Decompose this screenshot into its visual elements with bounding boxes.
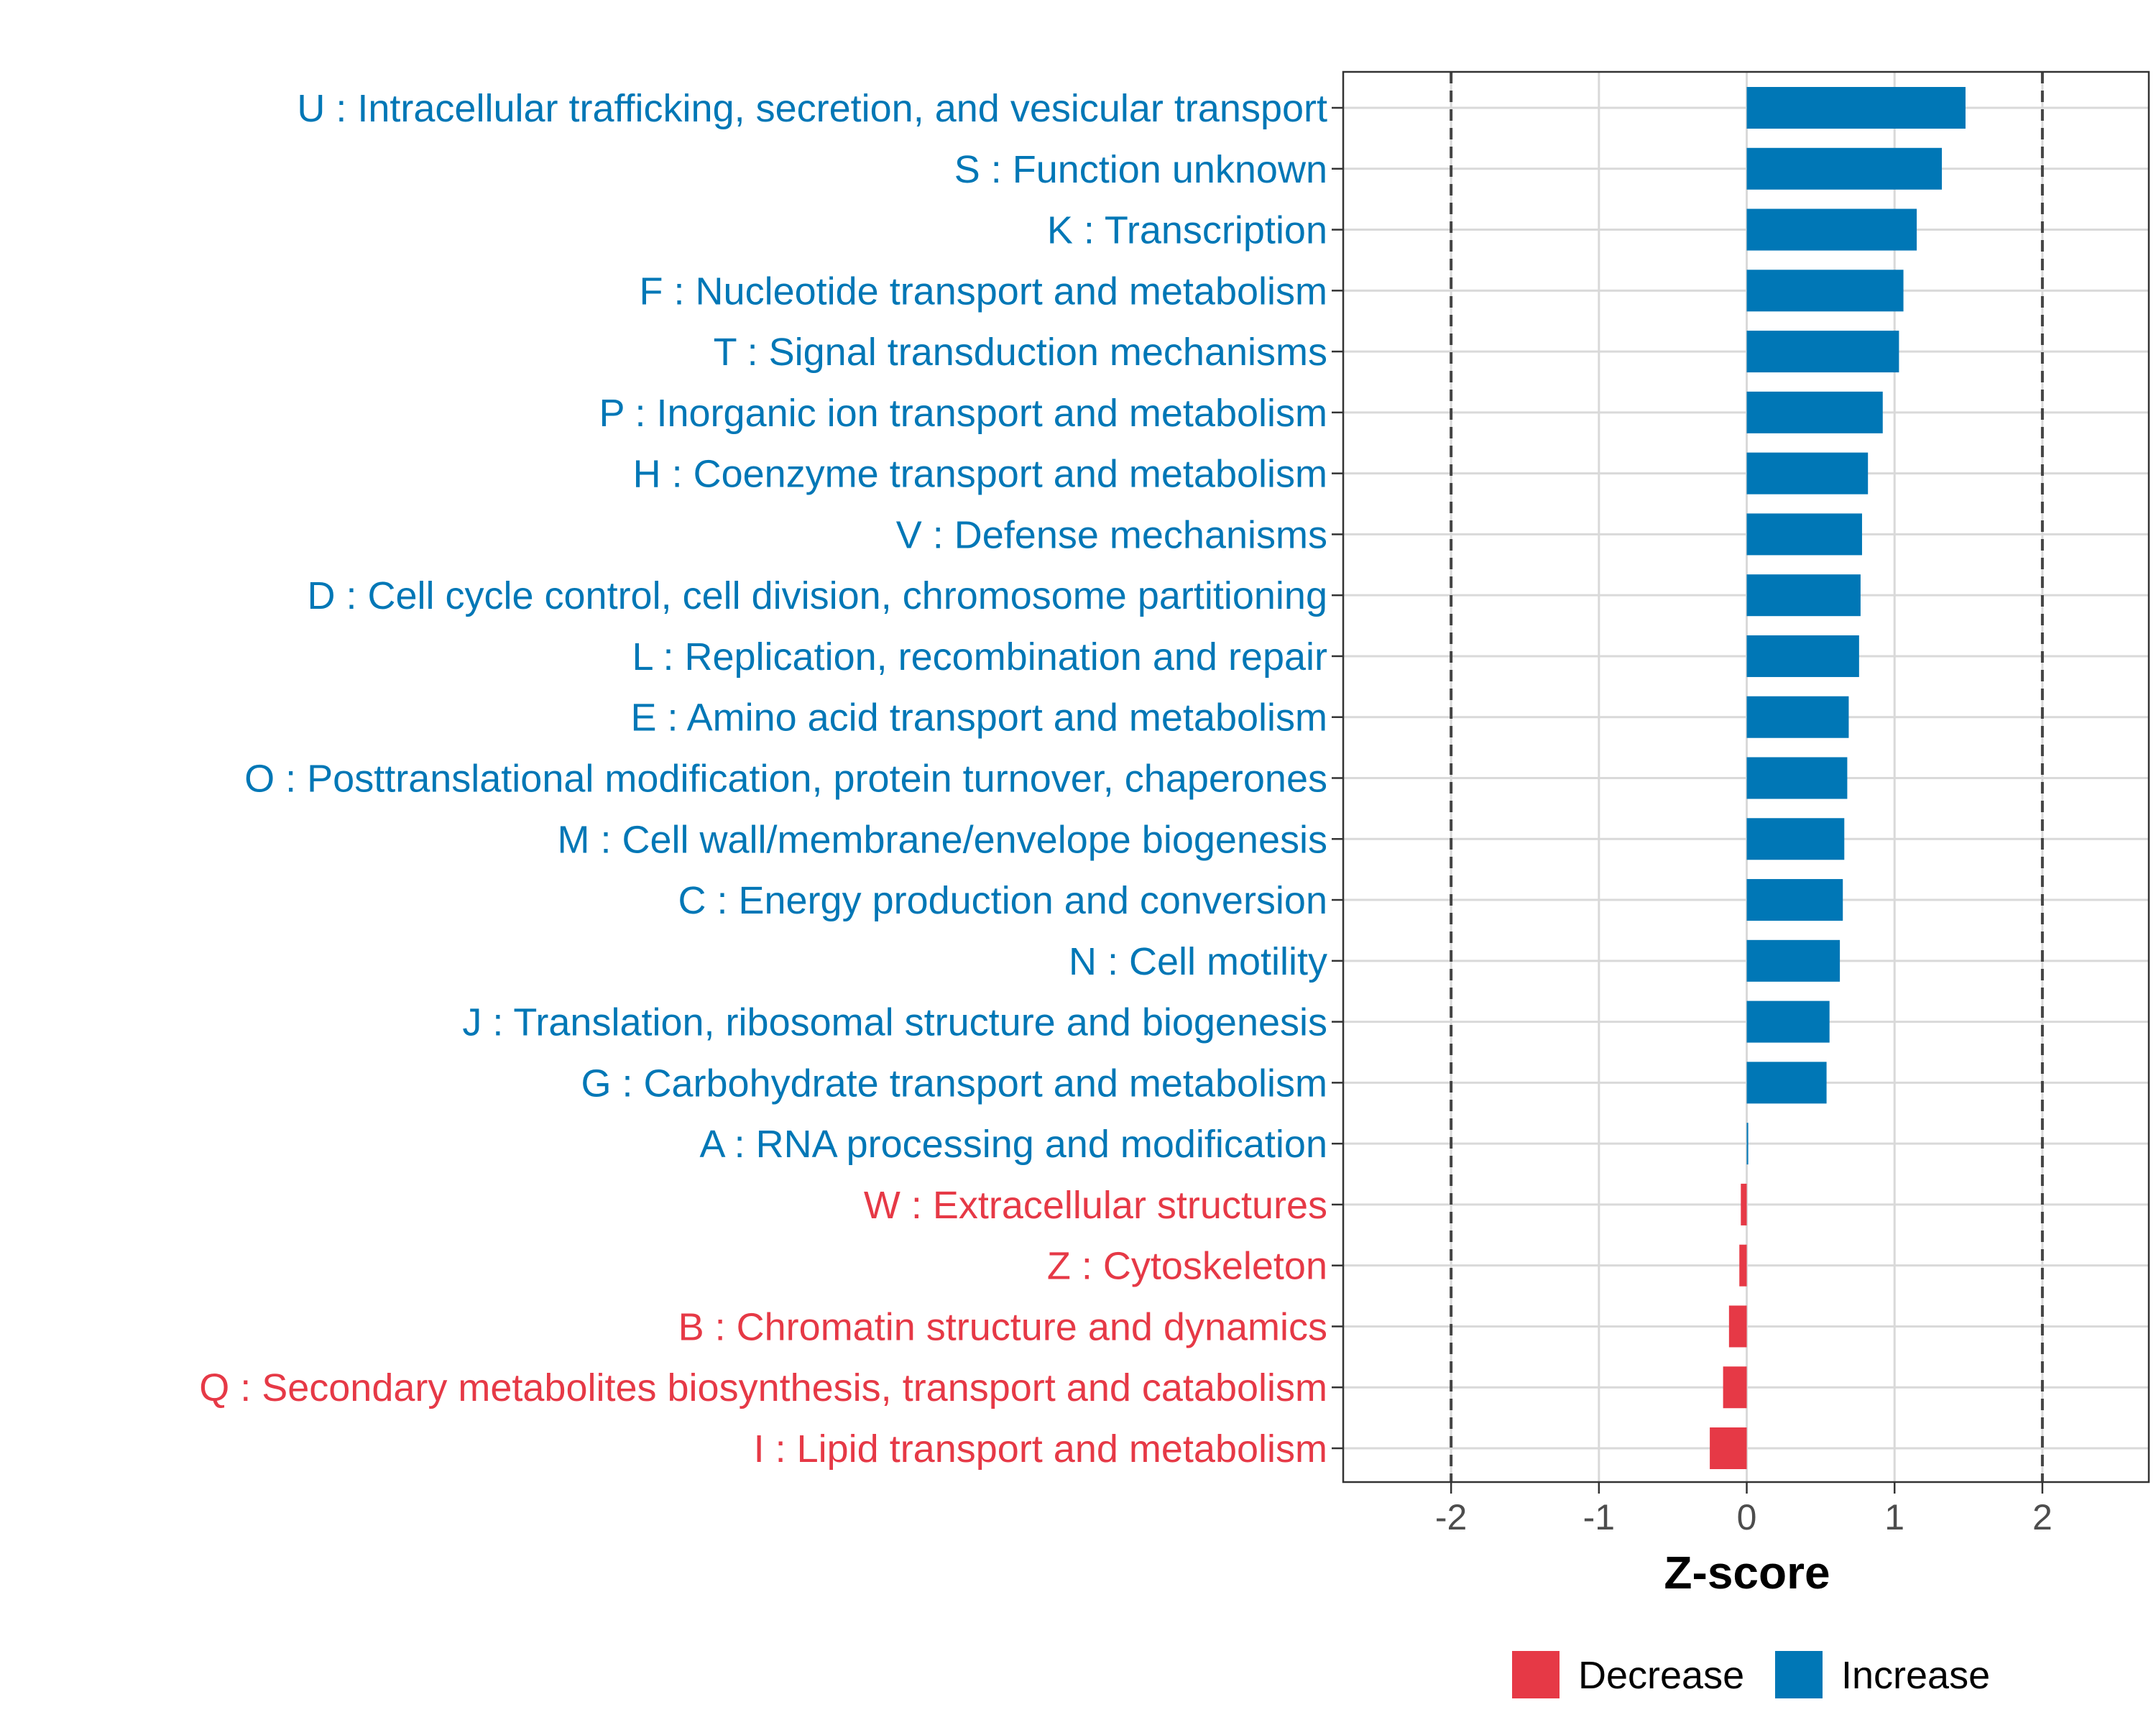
x-axis-ticks: -2 -1 0 1 2 <box>1435 1482 2053 1537</box>
bar <box>1746 757 1848 799</box>
bar <box>1723 1366 1747 1409</box>
legend-label: Decrease <box>1578 1654 1744 1697</box>
bar <box>1746 331 1899 373</box>
x-axis-title: Z-score <box>1664 1547 1830 1598</box>
bars <box>1710 87 1966 1469</box>
category-label: F : Nucleotide transport and metabolism <box>640 270 1327 313</box>
category-labels: U : Intracellular trafficking, secretion… <box>199 87 1343 1471</box>
bar <box>1746 87 1966 129</box>
bar <box>1746 574 1861 617</box>
bar <box>1710 1427 1747 1469</box>
category-label: G : Carbohydrate transport and metabolis… <box>581 1062 1328 1105</box>
category-label: L : Replication, recombination and repai… <box>632 635 1327 678</box>
x-tick-label: 2 <box>2032 1497 2053 1537</box>
x-tick-label: 0 <box>1737 1497 1757 1537</box>
category-label: I : Lipid transport and metabolism <box>754 1427 1327 1471</box>
bar <box>1739 1244 1747 1287</box>
bar <box>1746 208 1917 251</box>
category-label: W : Extracellular structures <box>864 1184 1327 1227</box>
category-label: N : Cell motility <box>1069 940 1327 983</box>
category-label: H : Coenzyme transport and metabolism <box>633 453 1327 496</box>
bar <box>1741 1183 1747 1225</box>
bar <box>1746 696 1849 738</box>
bar <box>1746 879 1843 921</box>
category-label: V : Defense mechanisms <box>896 513 1327 556</box>
bar <box>1746 1062 1827 1104</box>
bar <box>1728 1305 1747 1348</box>
category-label: M : Cell wall/membrane/envelope biogenes… <box>557 818 1327 861</box>
bar <box>1746 1000 1830 1043</box>
legend-label: Increase <box>1841 1654 1990 1697</box>
category-label: J : Translation, ribosomal structure and… <box>462 1001 1327 1044</box>
reference-lines <box>1450 72 2044 1482</box>
bar <box>1746 391 1883 433</box>
category-label: U : Intracellular trafficking, secretion… <box>297 87 1327 130</box>
category-label: A : RNA processing and modification <box>700 1123 1327 1166</box>
bar <box>1746 452 1869 494</box>
bar <box>1746 635 1859 677</box>
category-label: D : Cell cycle control, cell division, c… <box>307 574 1327 617</box>
x-tick-label: -1 <box>1583 1497 1615 1537</box>
bar <box>1746 939 1841 982</box>
legend-swatch <box>1512 1651 1560 1698</box>
legend-swatch <box>1775 1651 1823 1698</box>
bar <box>1746 513 1862 556</box>
category-label: S : Function unknown <box>954 148 1327 191</box>
category-label: E : Amino acid transport and metabolism <box>631 696 1327 740</box>
category-label: Q : Secondary metabolites biosynthesis, … <box>199 1366 1327 1409</box>
bar <box>1746 1123 1749 1165</box>
category-label: C : Energy production and conversion <box>678 879 1327 922</box>
bar <box>1746 147 1943 190</box>
bar <box>1746 270 1904 312</box>
category-label: P : Inorganic ion transport and metaboli… <box>599 392 1327 435</box>
legend: Decrease Increase <box>1512 1651 1990 1698</box>
x-tick-label: -2 <box>1435 1497 1467 1537</box>
category-label: O : Posttranslational modification, prot… <box>244 758 1327 801</box>
x-tick-label: 1 <box>1884 1497 1904 1537</box>
category-label: K : Transcription <box>1047 209 1327 252</box>
category-label: T : Signal transduction mechanisms <box>714 331 1327 374</box>
category-label: B : Chromatin structure and dynamics <box>678 1305 1327 1348</box>
bar <box>1746 818 1845 860</box>
category-label: Z : Cytoskeleton <box>1047 1245 1327 1288</box>
